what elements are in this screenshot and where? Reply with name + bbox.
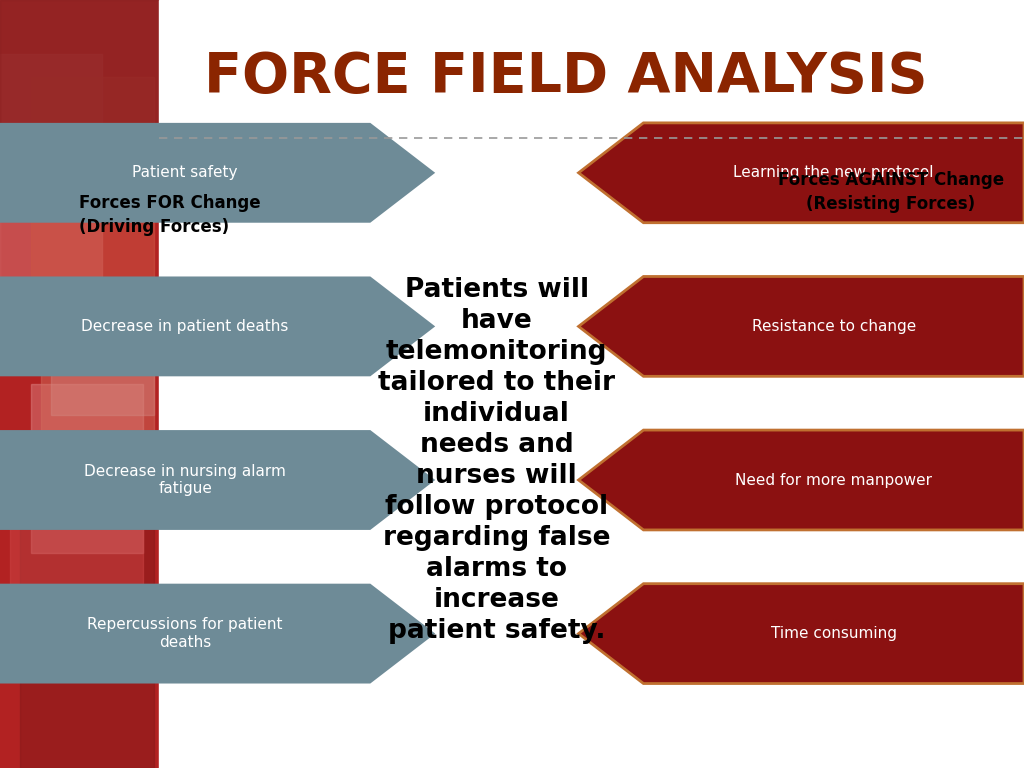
Polygon shape bbox=[579, 584, 1024, 684]
Bar bbox=[20, 445, 154, 768]
Bar bbox=[10, 522, 143, 676]
Polygon shape bbox=[0, 584, 435, 684]
Text: Repercussions for patient
deaths: Repercussions for patient deaths bbox=[87, 617, 283, 650]
Text: Resistance to change: Resistance to change bbox=[752, 319, 915, 334]
Bar bbox=[51, 307, 154, 415]
Text: Patient safety: Patient safety bbox=[132, 165, 238, 180]
Polygon shape bbox=[0, 430, 435, 530]
Text: Learning the new protocol: Learning the new protocol bbox=[733, 165, 934, 180]
Bar bbox=[159, 0, 1024, 768]
Text: Forces FOR Change
(Driving Forces): Forces FOR Change (Driving Forces) bbox=[79, 194, 260, 236]
Polygon shape bbox=[579, 430, 1024, 530]
Bar bbox=[0, 0, 159, 154]
Bar bbox=[0, 0, 159, 768]
Text: Need for more manpower: Need for more manpower bbox=[735, 472, 932, 488]
Text: Time consuming: Time consuming bbox=[771, 626, 897, 641]
Text: Decrease in nursing alarm
fatigue: Decrease in nursing alarm fatigue bbox=[84, 464, 286, 496]
Bar bbox=[41, 361, 154, 476]
Bar bbox=[0, 54, 102, 346]
Text: FORCE FIELD ANALYSIS: FORCE FIELD ANALYSIS bbox=[204, 50, 927, 104]
Bar bbox=[31, 384, 143, 553]
Text: Patients will
have
telemonitoring
tailored to their
individual
needs and
nurses : Patients will have telemonitoring tailor… bbox=[378, 277, 615, 644]
Bar bbox=[0, 0, 159, 215]
Bar bbox=[31, 77, 154, 292]
Polygon shape bbox=[0, 276, 435, 376]
Polygon shape bbox=[579, 276, 1024, 376]
Polygon shape bbox=[579, 123, 1024, 223]
Text: Forces AGAINST Change
(Resisting Forces): Forces AGAINST Change (Resisting Forces) bbox=[778, 171, 1004, 213]
Polygon shape bbox=[0, 123, 435, 223]
Text: Decrease in patient deaths: Decrease in patient deaths bbox=[82, 319, 289, 334]
